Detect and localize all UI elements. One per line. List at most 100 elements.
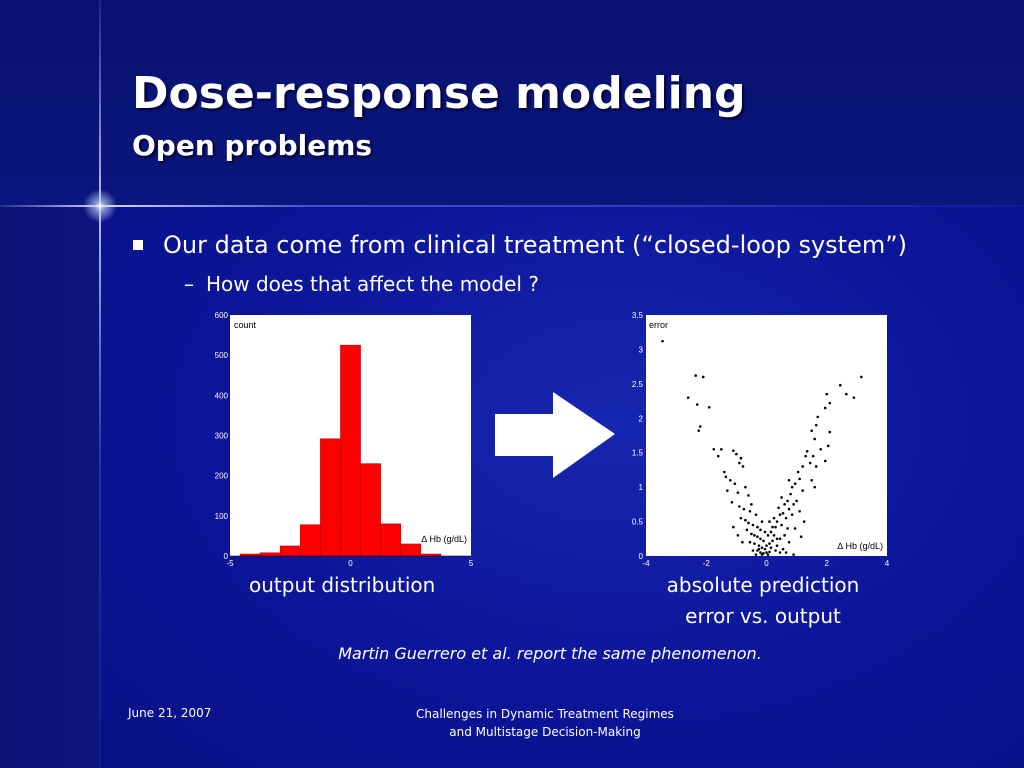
scatter-point bbox=[765, 551, 768, 554]
scatter-point bbox=[826, 444, 830, 448]
vertical-light-line bbox=[99, 0, 101, 768]
footer-date: June 21, 2007 bbox=[128, 706, 212, 720]
scatter-point bbox=[754, 553, 758, 556]
scatter-point bbox=[759, 537, 762, 541]
scatter-point bbox=[760, 520, 764, 523]
scatter-point bbox=[798, 477, 801, 481]
scatter-point bbox=[747, 494, 750, 497]
scatter-point bbox=[707, 405, 711, 409]
scatter-point bbox=[795, 499, 798, 503]
scatter-point bbox=[819, 447, 823, 451]
scatter-point bbox=[801, 465, 804, 468]
scatter-point bbox=[810, 429, 813, 432]
scatter-point bbox=[775, 520, 779, 523]
scatter-point bbox=[771, 539, 774, 543]
histogram-bar bbox=[320, 438, 341, 557]
scatter-point bbox=[768, 542, 771, 545]
scatter-point bbox=[769, 546, 773, 550]
scatter-point bbox=[751, 523, 755, 527]
scatter-point bbox=[799, 535, 803, 539]
scatter-point bbox=[813, 437, 816, 441]
scatter-point bbox=[787, 507, 791, 511]
light-flare bbox=[80, 186, 120, 226]
scatter-point bbox=[778, 537, 782, 541]
scatter-point bbox=[793, 482, 797, 485]
scatter-point bbox=[747, 521, 750, 525]
scatter-point bbox=[792, 503, 795, 506]
scatter-point bbox=[745, 528, 749, 532]
scatter-x-tick-label: -4 bbox=[642, 559, 650, 568]
scatter-point bbox=[753, 534, 756, 537]
scatter-point bbox=[793, 527, 797, 530]
scatter-point bbox=[845, 392, 848, 396]
scatter-point bbox=[763, 530, 767, 534]
scatter-point bbox=[759, 528, 762, 532]
scatter-point bbox=[748, 509, 752, 513]
scatter-point bbox=[823, 459, 827, 463]
footer-title-line2: and Multistage Decision-Making bbox=[449, 725, 641, 739]
scatter-point bbox=[750, 532, 753, 536]
scatter-point bbox=[760, 553, 764, 556]
scatter-point bbox=[766, 534, 770, 537]
scatter-point bbox=[742, 507, 746, 511]
scatter-point bbox=[811, 454, 815, 458]
histogram-x-tick-label: 5 bbox=[469, 559, 474, 568]
scatter-point bbox=[768, 550, 771, 554]
right-arrow-icon bbox=[495, 392, 615, 478]
scatter-point bbox=[736, 534, 740, 537]
scatter-y-tick-label: 2.5 bbox=[632, 380, 644, 389]
dash-bullet-icon: – bbox=[184, 272, 194, 296]
scatter-point bbox=[814, 423, 818, 427]
histogram-bar bbox=[279, 545, 301, 557]
scatter-point bbox=[790, 485, 794, 489]
histogram-y-tick-label: 100 bbox=[215, 512, 229, 521]
scatter-point bbox=[760, 546, 764, 550]
scatter-y-tick-label: 3.5 bbox=[632, 311, 644, 320]
scatter-point bbox=[784, 551, 788, 554]
scatter-point bbox=[766, 553, 770, 556]
scatter-point bbox=[784, 516, 788, 520]
histogram-bar bbox=[400, 543, 422, 557]
scatter-point bbox=[790, 513, 794, 516]
histogram-y-tick-label: 300 bbox=[215, 432, 229, 441]
scatter-point bbox=[701, 375, 705, 379]
scatter-point bbox=[741, 465, 745, 468]
scatter-point bbox=[750, 503, 753, 506]
scatter-point bbox=[789, 492, 792, 496]
scatter-point bbox=[778, 551, 782, 554]
sub-bullet-item: – How does that affect the model ? bbox=[184, 270, 539, 298]
scatter-point bbox=[765, 544, 768, 547]
histogram-ylabel: count bbox=[234, 320, 257, 330]
scatter-point bbox=[792, 553, 795, 556]
scatter-point bbox=[825, 392, 829, 396]
scatter-point bbox=[810, 478, 813, 482]
histogram-y-tick-label: 200 bbox=[215, 472, 229, 481]
scatter-ylabel: error bbox=[649, 320, 668, 330]
scatter-point bbox=[839, 383, 842, 387]
scatter-point bbox=[738, 505, 741, 508]
caption-output-distribution: output distribution bbox=[249, 573, 436, 597]
histogram-xlabel: ∆ Hb (g/dL) bbox=[421, 534, 467, 544]
histogram-bar bbox=[360, 463, 381, 557]
scatter-point bbox=[723, 470, 726, 474]
scatter-xlabel: ∆ Hb (g/dL) bbox=[837, 541, 883, 551]
sub-bullet-text: How does that affect the model ? bbox=[206, 272, 539, 296]
scatter-point bbox=[732, 525, 735, 529]
bullet-item: Our data come from clinical treatment (“… bbox=[133, 229, 907, 261]
slide-subtitle: Open problems bbox=[132, 129, 373, 162]
caption-prediction-error: absolute prediction error vs. output bbox=[640, 570, 886, 632]
scatter-point bbox=[780, 496, 783, 499]
scatter-point bbox=[781, 547, 785, 551]
scatter-point bbox=[757, 544, 761, 547]
scatter-point bbox=[694, 374, 698, 377]
scatter-point bbox=[816, 415, 820, 419]
scatter-point bbox=[717, 454, 720, 458]
scatter-y-tick-label: 0 bbox=[639, 552, 644, 561]
scatter-point bbox=[775, 537, 779, 541]
scatter-point bbox=[802, 520, 806, 523]
scatter-point bbox=[780, 523, 783, 527]
scatter-y-tick-label: 0.5 bbox=[632, 518, 644, 527]
scatter-point bbox=[801, 489, 804, 492]
